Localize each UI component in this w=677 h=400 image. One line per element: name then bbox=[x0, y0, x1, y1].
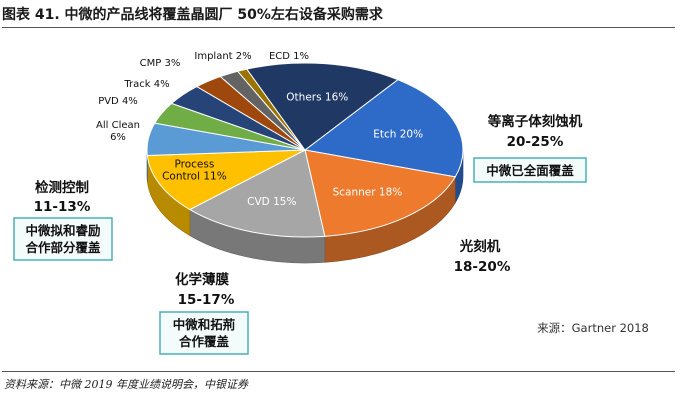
inspection-coverage-text-2: 合作部分覆盖 bbox=[25, 240, 101, 255]
pie-slice-cvd bbox=[188, 149, 326, 238]
cvd-coverage-box bbox=[159, 311, 249, 355]
pie-slice-etch bbox=[303, 79, 464, 178]
pie-label-track: Track 4% bbox=[123, 79, 169, 90]
pie-slice-labels: Etch 20% Scanner 18% CVD 15% Process Control… bbox=[96, 51, 423, 208]
pie-label-pvd: PVD 4% bbox=[98, 96, 138, 107]
pie-slice-others bbox=[245, 62, 399, 151]
pie-label-line: CVD 15% bbox=[247, 196, 296, 208]
cvd-category-label: 化学薄膜 bbox=[175, 271, 229, 288]
pie-label-others: Others 16% bbox=[286, 91, 348, 103]
pie-label-line: Track 4% bbox=[123, 79, 169, 90]
pie-label-etch: Etch 20% bbox=[373, 128, 423, 140]
pie-label-line: 6% bbox=[110, 132, 126, 143]
pie-label-cvd: CVD 15% bbox=[247, 196, 296, 208]
chart-source-note: 来源：Gartner 2018 bbox=[537, 321, 649, 335]
pie-label-all-clean: All Clean 6% bbox=[96, 120, 140, 143]
pie-label-line: ECD 1% bbox=[269, 51, 309, 62]
pie-label-line: Implant 2% bbox=[194, 51, 251, 62]
pie-3d-sides bbox=[146, 149, 464, 264]
etch-coverage-text: 中微已全面覆盖 bbox=[486, 163, 574, 178]
inspection-category-label: 检测控制 bbox=[35, 179, 89, 196]
figure-title: 图表 41. 中微的产品线将覆盖晶圆厂 50%左右设备采购需求 bbox=[2, 7, 383, 23]
pie-label-process-control: Process Control 11% bbox=[162, 158, 227, 182]
pie-label-scanner: Scanner 18% bbox=[333, 187, 403, 199]
title-divider bbox=[2, 27, 675, 28]
pie-label-line: All Clean bbox=[96, 120, 140, 131]
pie-label-line: PVD 4% bbox=[98, 96, 138, 107]
pie-label-implant: Implant 2% bbox=[194, 51, 251, 62]
etch-coverage-box bbox=[473, 157, 587, 183]
pie-label-cmp: CMP 3% bbox=[140, 58, 181, 69]
etch-range-label: 20-25% bbox=[507, 134, 564, 150]
pie-label-line: Process bbox=[174, 158, 214, 170]
litho-category-label: 光刻机 bbox=[459, 238, 501, 255]
pie-slice-scanner bbox=[304, 149, 457, 237]
pie-label-line: Control 11% bbox=[162, 170, 227, 182]
etch-category-label: 等离子体刻蚀机 bbox=[488, 113, 583, 130]
pie-label-line: Others 16% bbox=[286, 91, 348, 103]
cvd-coverage-text-1: 中微和拓荊 bbox=[173, 317, 236, 332]
inspection-coverage-text-1: 中微拟和睿励 bbox=[25, 223, 100, 238]
litho-range-label: 18-20% bbox=[454, 259, 511, 275]
pie-slice-process-control bbox=[146, 149, 306, 211]
cvd-range-label: 15-17% bbox=[178, 292, 235, 308]
pie-label-line: Scanner 18% bbox=[333, 187, 403, 199]
pie-label-line: CMP 3% bbox=[140, 58, 181, 69]
inspection-range-label: 11-13% bbox=[34, 199, 91, 215]
figure-source: 资料来源：中微 2019 年度业绩说明会，中银证券 bbox=[4, 378, 248, 391]
source-divider bbox=[2, 371, 675, 372]
pie-label-ecd: ECD 1% bbox=[269, 51, 309, 62]
cvd-coverage-text-2: 合作覆盖 bbox=[179, 334, 230, 349]
inspection-coverage-box bbox=[13, 217, 113, 261]
pie-label-line: Etch 20% bbox=[373, 128, 423, 140]
pie-slices bbox=[146, 62, 464, 238]
